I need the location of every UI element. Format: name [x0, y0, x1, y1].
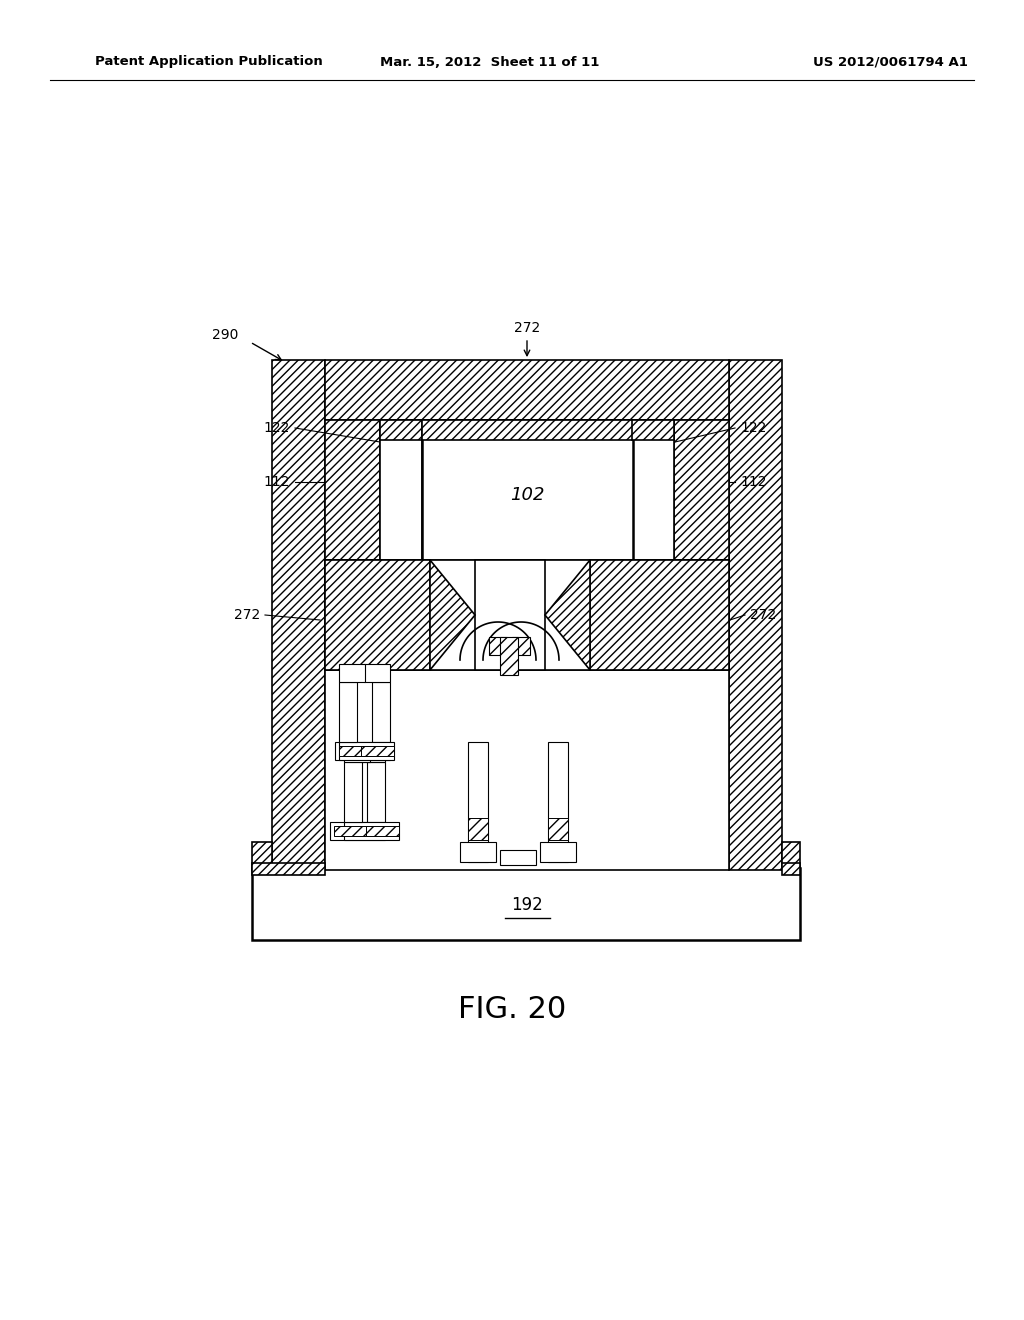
Bar [669, 560, 729, 671]
Bar [272, 360, 325, 870]
Bar [364, 664, 390, 682]
Bar [782, 842, 800, 870]
Bar [330, 822, 385, 840]
Bar [325, 560, 430, 671]
Bar [500, 850, 536, 865]
Bar [339, 664, 365, 682]
Bar [344, 744, 370, 762]
Bar [548, 818, 568, 840]
Bar [367, 762, 385, 822]
Text: Mar. 15, 2012  Sheet 11 of 11: Mar. 15, 2012 Sheet 11 of 11 [380, 55, 600, 69]
Bar [632, 420, 674, 440]
Bar [489, 638, 507, 655]
Bar [512, 638, 530, 655]
Bar [334, 826, 367, 836]
Text: 122: 122 [263, 421, 290, 436]
Bar [422, 420, 633, 560]
Bar [729, 360, 782, 870]
Bar [325, 560, 385, 671]
Bar [422, 420, 633, 440]
Bar [372, 682, 390, 742]
Bar [669, 560, 729, 671]
Bar [385, 560, 669, 671]
Text: FIG. 20: FIG. 20 [458, 995, 566, 1024]
Bar [380, 420, 422, 440]
Bar [361, 746, 394, 756]
Bar [339, 746, 372, 756]
Bar [500, 638, 518, 675]
Bar [540, 842, 575, 862]
Polygon shape [430, 560, 475, 671]
Bar [632, 420, 674, 560]
Bar [325, 560, 385, 671]
Text: US 2012/0061794 A1: US 2012/0061794 A1 [813, 55, 968, 69]
Bar [475, 560, 545, 671]
Bar [460, 842, 496, 862]
Text: 290: 290 [212, 327, 238, 342]
Text: 102: 102 [510, 486, 544, 504]
Bar [468, 818, 488, 840]
Text: 272: 272 [750, 609, 776, 622]
Bar [344, 822, 399, 840]
Bar [325, 360, 729, 420]
Bar [325, 560, 729, 671]
Bar [590, 560, 729, 671]
Text: 122: 122 [740, 421, 766, 436]
Bar [674, 420, 729, 560]
Text: 272: 272 [514, 321, 540, 335]
Text: 272: 272 [233, 609, 260, 622]
Text: 112: 112 [263, 475, 290, 488]
Bar [252, 869, 800, 940]
Bar [252, 863, 325, 875]
Bar [339, 682, 357, 742]
Bar [335, 742, 390, 760]
Bar [548, 742, 568, 862]
Bar [252, 842, 272, 870]
Polygon shape [545, 560, 590, 671]
Bar [339, 742, 394, 760]
Bar [325, 560, 729, 671]
Bar [468, 742, 488, 862]
Bar [359, 744, 385, 762]
Bar [380, 420, 422, 560]
Bar [366, 826, 399, 836]
Bar [325, 671, 729, 870]
Bar [782, 863, 800, 875]
Text: Patent Application Publication: Patent Application Publication [95, 55, 323, 69]
Bar [344, 762, 362, 822]
Text: 192: 192 [511, 896, 543, 913]
Text: 112: 112 [740, 475, 767, 488]
Bar [325, 420, 380, 560]
